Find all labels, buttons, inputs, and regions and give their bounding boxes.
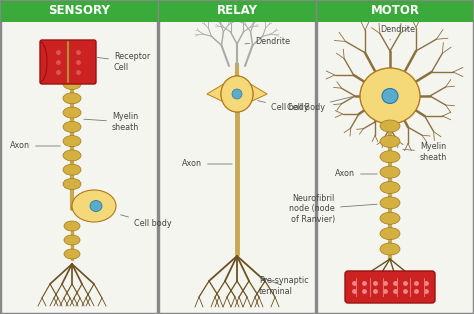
- Ellipse shape: [380, 181, 400, 193]
- Text: Myelin
sheath: Myelin sheath: [84, 112, 139, 132]
- Text: Axon: Axon: [335, 170, 377, 178]
- Ellipse shape: [380, 243, 400, 255]
- FancyBboxPatch shape: [316, 0, 474, 22]
- Text: Axon: Axon: [10, 142, 60, 150]
- Ellipse shape: [64, 221, 80, 231]
- Ellipse shape: [380, 120, 400, 132]
- FancyBboxPatch shape: [159, 1, 315, 313]
- Text: SENSORY: SENSORY: [48, 4, 110, 18]
- Ellipse shape: [232, 89, 242, 99]
- Text: Axon: Axon: [182, 160, 232, 169]
- Text: Cell body: Cell body: [258, 100, 309, 112]
- FancyBboxPatch shape: [345, 271, 435, 303]
- Text: Neurofibril
node (node
of Ranvier): Neurofibril node (node of Ranvier): [289, 194, 377, 224]
- FancyBboxPatch shape: [40, 40, 96, 84]
- Text: Cell body: Cell body: [121, 215, 172, 229]
- Ellipse shape: [360, 68, 420, 124]
- Text: Myelin
sheath: Myelin sheath: [403, 142, 447, 162]
- Ellipse shape: [64, 249, 80, 259]
- Ellipse shape: [63, 78, 81, 89]
- Text: Receptor
Cell: Receptor Cell: [97, 52, 150, 72]
- Ellipse shape: [90, 201, 102, 212]
- Text: Pre-synaptic
terminal: Pre-synaptic terminal: [259, 276, 309, 296]
- Text: Dendrite: Dendrite: [380, 25, 415, 40]
- Text: Cell Body: Cell Body: [287, 97, 352, 112]
- Ellipse shape: [382, 89, 398, 104]
- Ellipse shape: [63, 136, 81, 147]
- FancyBboxPatch shape: [0, 0, 158, 22]
- Ellipse shape: [63, 150, 81, 161]
- Ellipse shape: [64, 235, 80, 245]
- Ellipse shape: [380, 166, 400, 178]
- Polygon shape: [237, 76, 267, 108]
- Ellipse shape: [63, 178, 81, 190]
- Ellipse shape: [63, 93, 81, 104]
- Ellipse shape: [380, 197, 400, 209]
- Polygon shape: [207, 76, 237, 108]
- Ellipse shape: [380, 228, 400, 240]
- FancyBboxPatch shape: [317, 1, 473, 313]
- FancyBboxPatch shape: [1, 1, 157, 313]
- Ellipse shape: [63, 121, 81, 133]
- Ellipse shape: [221, 76, 253, 112]
- Ellipse shape: [63, 164, 81, 175]
- Text: RELAY: RELAY: [217, 4, 257, 18]
- Text: MOTOR: MOTOR: [371, 4, 419, 18]
- Ellipse shape: [380, 151, 400, 163]
- Text: Dendrite: Dendrite: [245, 37, 290, 46]
- Ellipse shape: [72, 190, 116, 222]
- FancyBboxPatch shape: [158, 0, 316, 22]
- Ellipse shape: [380, 212, 400, 224]
- Ellipse shape: [63, 107, 81, 118]
- Ellipse shape: [221, 76, 253, 112]
- Ellipse shape: [380, 135, 400, 147]
